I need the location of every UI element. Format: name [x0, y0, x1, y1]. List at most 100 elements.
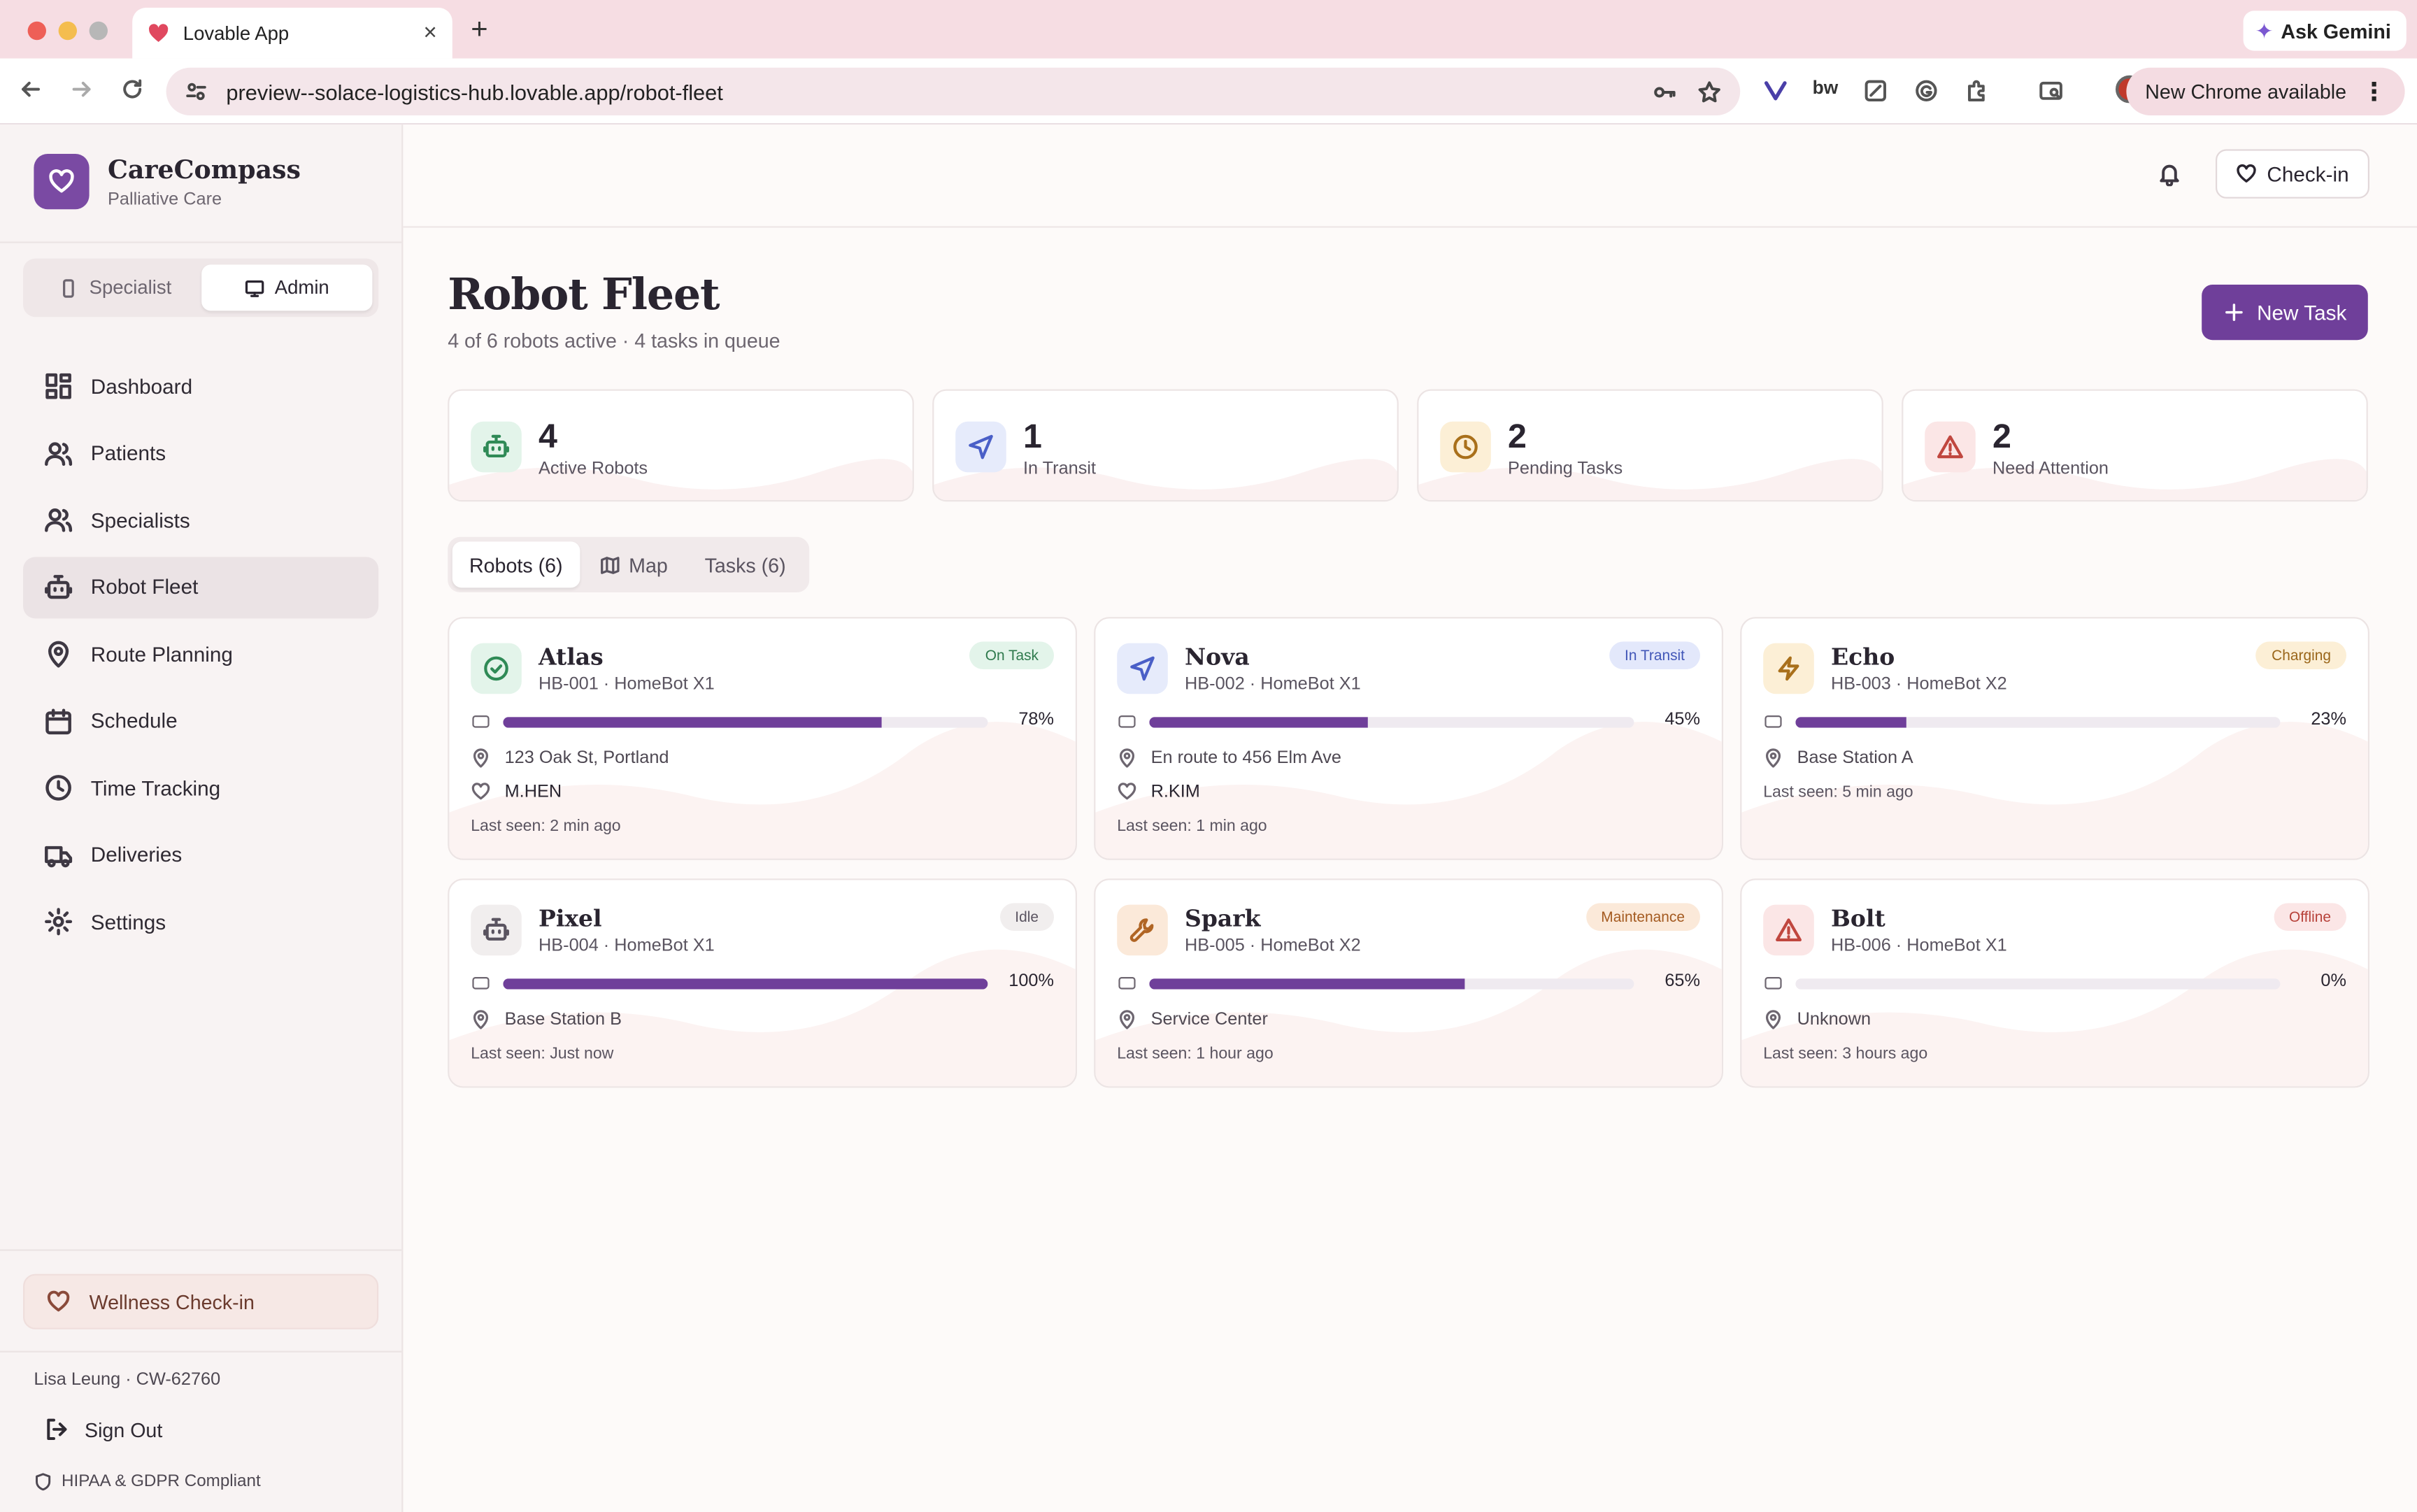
robot-status-badge: Maintenance — [1585, 903, 1700, 931]
sidebar-item-specialists[interactable]: Specialists — [23, 490, 378, 551]
chrome-update-button[interactable]: New Chrome available ⋮ — [2126, 67, 2405, 115]
robot-status-badge: In Transit — [1609, 641, 1700, 669]
robot-card[interactable]: Atlas HB-001 · HomeBot X1 On Task 78% 123 Oa… — [448, 617, 1077, 860]
role-admin-label: Admin — [274, 277, 329, 299]
new-task-button[interactable]: New Task — [2202, 285, 2368, 341]
user-identity: Lisa Leung · CW-62760 — [34, 1371, 221, 1390]
bot-icon — [483, 918, 509, 941]
browser-tab[interactable]: Lovable App × — [132, 8, 452, 59]
heart-icon — [1118, 783, 1136, 800]
truck-icon — [45, 845, 73, 867]
robot-patient-text: R.KIM — [1150, 782, 1200, 801]
address-bar[interactable]: preview--solace-logistics-hub.lovable.ap… — [166, 67, 1741, 115]
robot-last-seen: Last seen: Just now — [471, 1044, 614, 1064]
page-subtitle: 4 of 6 robots active · 4 tasks in queue — [448, 329, 780, 352]
robot-location-text: En route to 456 Elm Ave — [1150, 748, 1341, 767]
tab-robots[interactable]: Robots (6) — [452, 541, 580, 588]
back-arrow-icon[interactable] — [18, 77, 43, 101]
sidebar-item-deliveries[interactable]: Deliveries — [23, 824, 378, 885]
sidebar-item-settings[interactable]: Settings — [23, 891, 378, 953]
extension-bw-icon[interactable]: bw — [1812, 77, 1839, 99]
robot-card[interactable]: Echo HB-003 · HomeBot X2 Charging 23% Base S… — [1740, 617, 2369, 860]
sidebar-item-route-planning[interactable]: Route Planning — [23, 623, 378, 685]
robot-name: Atlas — [539, 643, 604, 671]
stat-icon-wrap — [1925, 421, 1976, 473]
sidebar-item-label: Deliveries — [90, 843, 183, 866]
more-menu-icon: ⋮ — [2362, 79, 2387, 106]
reload-icon[interactable] — [120, 77, 145, 101]
tab-tasks[interactable]: Tasks (6) — [687, 541, 802, 587]
battery-bar — [1149, 717, 1634, 728]
robot-patient: M.HEN — [471, 782, 562, 802]
sign-out-button[interactable]: Sign Out — [45, 1417, 163, 1441]
sidebar-item-schedule[interactable]: Schedule — [23, 690, 378, 752]
robot-status-badge: Offline — [2273, 903, 2346, 931]
extensions-puzzle-icon[interactable] — [1965, 78, 1989, 103]
stat-label: Need Attention — [1992, 459, 2109, 479]
map-pin-icon — [1119, 1010, 1135, 1029]
key-icon[interactable] — [1653, 79, 1677, 104]
robot-status-icon — [471, 904, 522, 956]
robot-status-badge: On Task — [969, 641, 1054, 669]
url-text: preview--solace-logistics-hub.lovable.ap… — [226, 79, 723, 104]
tab-title: Lovable App — [183, 22, 290, 44]
wellness-checkin-button[interactable]: Wellness Check-in — [23, 1274, 379, 1329]
sidebar-item-patients[interactable]: Patients — [23, 422, 378, 484]
new-tab-button[interactable]: + — [471, 13, 488, 46]
close-window-button[interactable] — [27, 21, 46, 41]
tab-map[interactable]: Map — [583, 541, 685, 587]
robot-name: Bolt — [1831, 904, 1885, 933]
site-settings-icon[interactable] — [185, 80, 208, 103]
robot-location-text: Base Station B — [504, 1010, 622, 1029]
robot-card[interactable]: Nova HB-002 · HomeBot X1 In Transit 45% En r… — [1094, 617, 1723, 860]
battery-percent: 78% — [1018, 711, 1054, 729]
tab-map-label: Map — [629, 552, 668, 576]
sidebar-item-robot-fleet[interactable]: Robot Fleet — [23, 556, 379, 618]
battery-bar — [1795, 978, 2281, 990]
battery-bar — [503, 717, 988, 728]
stat-label: Pending Tasks — [1508, 459, 1623, 479]
robot-card[interactable]: Bolt HB-006 · HomeBot X1 Offline 0% Unknown L… — [1740, 878, 2369, 1088]
sidebar-item-label: Time Tracking — [90, 776, 221, 799]
forward-arrow-icon[interactable] — [69, 77, 94, 101]
tab-search-icon[interactable] — [2039, 78, 2063, 103]
bookmark-star-icon[interactable] — [1697, 79, 1722, 104]
maximize-window-button[interactable] — [89, 21, 108, 41]
role-specialist-button[interactable]: Specialist — [29, 264, 201, 311]
stat-label: In Transit — [1023, 459, 1097, 479]
extension-v-icon[interactable] — [1763, 78, 1788, 103]
sidebar-item-dashboard[interactable]: Dashboard — [23, 355, 378, 417]
robot-location: En route to 456 Elm Ave — [1117, 748, 1341, 768]
gear-icon — [45, 908, 73, 936]
sign-out-label: Sign Out — [85, 1418, 163, 1441]
robot-card[interactable]: Spark HB-005 · HomeBot X2 Maintenance 65% Se… — [1094, 878, 1723, 1088]
minimize-window-button[interactable] — [58, 21, 77, 41]
robot-model: HB-005 · HomeBot X2 — [1185, 936, 1361, 956]
robot-last-seen: Last seen: 1 hour ago — [1117, 1044, 1274, 1064]
stat-card: 2 Need Attention — [1902, 389, 2368, 502]
app-root: CareCompass Palliative Care Specialist A… — [0, 124, 2417, 1512]
sidebar-item-time-tracking[interactable]: Time Tracking — [23, 757, 378, 818]
robot-last-seen: Last seen: 5 min ago — [1763, 783, 1913, 802]
tab-tasks-label: Tasks (6) — [704, 552, 786, 576]
check-in-button[interactable]: Check-in — [2216, 149, 2369, 199]
robot-model: HB-001 · HomeBot X1 — [539, 675, 715, 694]
map-icon — [600, 556, 619, 573]
gemini-sparkle-icon: ✦ — [2255, 17, 2274, 43]
brand: CareCompass Palliative Care — [34, 154, 301, 210]
robot-card[interactable]: Pixel HB-004 · HomeBot X1 Idle 100% Base Sta… — [448, 878, 1077, 1088]
bell-icon[interactable] — [2157, 162, 2181, 187]
phone-icon — [63, 278, 74, 297]
battery-icon — [1764, 715, 1782, 728]
ask-gemini-button[interactable]: ✦ Ask Gemini — [2243, 10, 2407, 51]
map-pin-icon — [1765, 1010, 1781, 1029]
extension-grammarly-icon[interactable] — [1914, 78, 1939, 103]
battery-bar — [1795, 717, 2281, 728]
brand-name: CareCompass — [108, 155, 301, 184]
wellness-checkin-label: Wellness Check-in — [89, 1290, 255, 1313]
role-admin-button[interactable]: Admin — [201, 264, 373, 311]
extension-note-icon[interactable] — [1863, 78, 1888, 103]
close-tab-icon[interactable]: × — [423, 20, 437, 47]
stat-value: 2 — [1508, 417, 1527, 456]
main-content: Robot Fleet 4 of 6 robots active · 4 tas… — [403, 228, 2417, 1512]
